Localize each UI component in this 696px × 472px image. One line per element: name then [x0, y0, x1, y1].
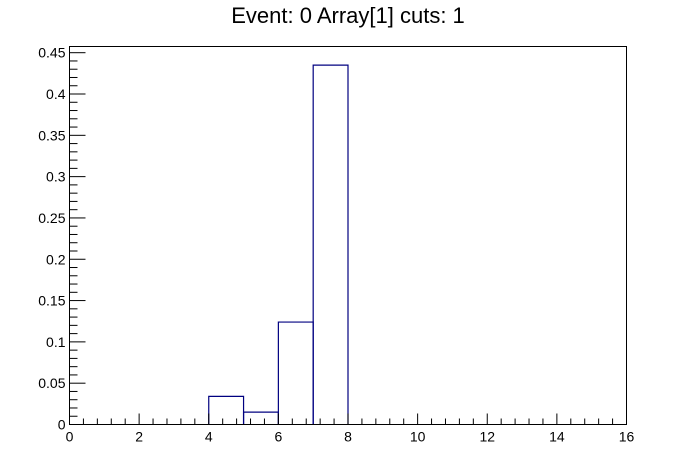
y-tick-label: 0.35 — [38, 127, 65, 143]
x-tick-label: 16 — [619, 429, 635, 445]
histogram-bin — [242, 411, 279, 425]
y-tick-label: 0.1 — [46, 334, 66, 350]
x-tick-label: 14 — [549, 429, 565, 445]
axis-layer: 0 2 4 6 8 10 12 14 16 0 0.05 0.1 0.15 0.2 0.25 0.3 0.35 0… — [38, 45, 634, 445]
histogram-bin — [208, 395, 245, 425]
y-tick-label: 0.4 — [46, 86, 66, 102]
y-tick-label: 0.05 — [38, 375, 65, 391]
chart-title: Event: 0 Array[1] cuts: 1 — [231, 3, 465, 28]
y-tick-label: 0.3 — [46, 169, 66, 185]
x-tick-label: 8 — [344, 429, 352, 445]
histogram-layer — [208, 64, 349, 425]
x-tick-label: 12 — [479, 429, 495, 445]
x-tick-label: 0 — [66, 429, 74, 445]
x-tick-label: 10 — [410, 429, 426, 445]
x-tick-label: 4 — [205, 429, 213, 445]
y-tick-label: 0.25 — [38, 210, 65, 226]
histogram-bin — [277, 321, 314, 425]
y-tick-label: 0 — [58, 417, 66, 433]
y-tick-label: 0.15 — [38, 293, 65, 309]
x-tick-label: 6 — [274, 429, 282, 445]
y-tick-label: 0.2 — [46, 251, 66, 267]
y-tick-label: 0.45 — [38, 45, 65, 61]
histogram-bin — [312, 64, 349, 425]
x-tick-label: 2 — [135, 429, 143, 445]
